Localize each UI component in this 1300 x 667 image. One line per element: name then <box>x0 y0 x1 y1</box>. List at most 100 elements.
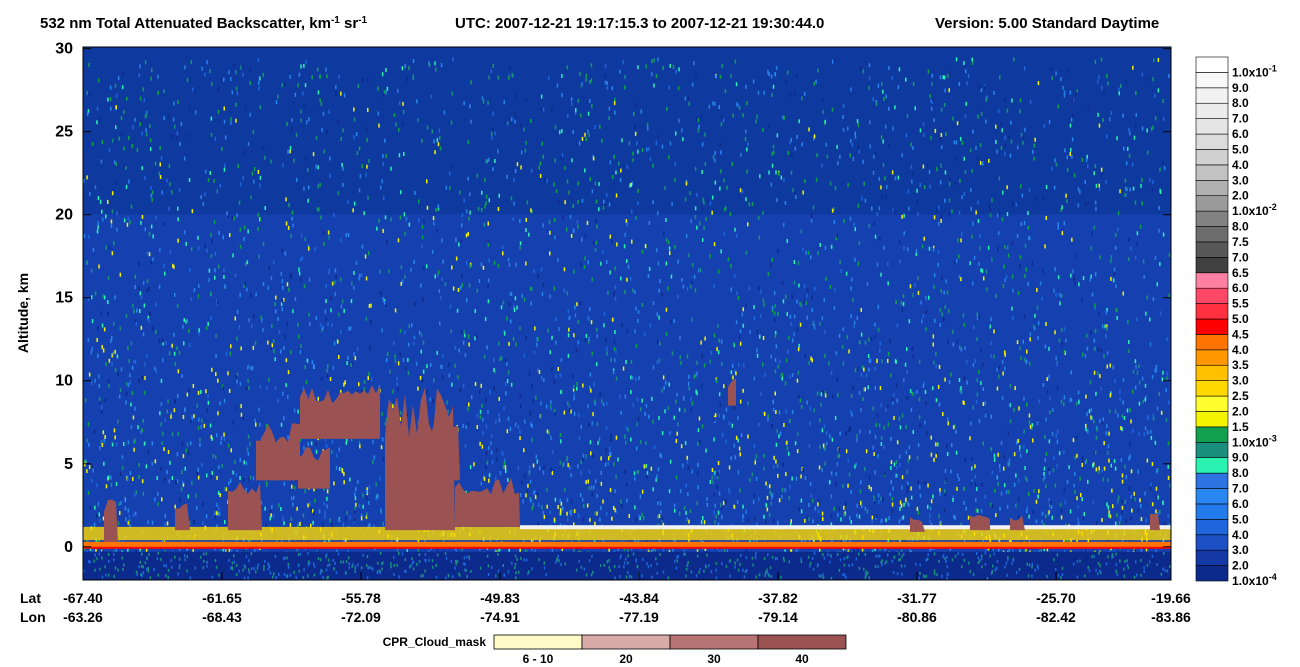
speckle <box>366 496 368 501</box>
speckle <box>384 421 387 426</box>
speckle <box>1148 77 1150 82</box>
speckle <box>207 394 209 399</box>
speckle <box>539 161 542 166</box>
speckle <box>1158 205 1160 210</box>
speckle <box>905 77 907 82</box>
speckle <box>606 260 608 264</box>
speckle <box>1045 514 1047 519</box>
speckle <box>659 341 661 346</box>
speckle <box>850 393 853 398</box>
speckle <box>123 442 125 446</box>
speckle <box>901 475 904 480</box>
speckle <box>429 397 431 402</box>
speckle <box>524 148 527 153</box>
speckle <box>598 437 601 442</box>
speckle <box>367 195 369 200</box>
speckle <box>819 243 821 247</box>
speckle <box>543 378 545 383</box>
speckle <box>907 189 910 194</box>
speckle <box>615 435 618 440</box>
speckle <box>338 312 340 317</box>
speckle <box>165 341 167 345</box>
speckle <box>397 361 400 366</box>
speckle <box>490 450 493 455</box>
speckle <box>1155 469 1158 474</box>
speckle <box>218 511 221 516</box>
speckle <box>551 367 553 371</box>
speckle <box>652 365 655 370</box>
speckle <box>1016 340 1019 345</box>
speckle <box>1134 547 1136 552</box>
speckle <box>905 425 907 429</box>
speckle <box>930 499 933 504</box>
speckle <box>835 351 838 356</box>
speckle <box>196 506 198 511</box>
speckle <box>536 337 538 342</box>
speckle <box>581 497 584 502</box>
speckle <box>569 214 572 219</box>
speckle <box>1011 241 1014 246</box>
speckle <box>1094 59 1097 64</box>
speckle <box>292 223 294 228</box>
speckle <box>508 341 510 346</box>
speckle <box>847 549 849 554</box>
speckle <box>367 78 369 83</box>
speckle <box>551 548 554 553</box>
speckle <box>413 259 415 264</box>
speckle <box>725 439 727 444</box>
speckle <box>487 284 489 288</box>
speckle <box>121 132 123 137</box>
speckle <box>1056 439 1059 444</box>
speckle <box>493 260 496 265</box>
speckle <box>1144 426 1147 431</box>
speckle <box>196 403 198 408</box>
title-segment: -1 <box>331 15 340 26</box>
speckle <box>754 460 756 465</box>
speckle <box>204 72 206 77</box>
speckle <box>786 238 788 243</box>
speckle <box>758 235 760 240</box>
speckle <box>954 424 956 429</box>
speckle <box>935 442 937 447</box>
speckle <box>958 477 960 481</box>
speckle <box>434 61 436 66</box>
speckle <box>408 324 410 329</box>
speckle <box>483 354 486 359</box>
speckle <box>442 259 444 264</box>
speckle <box>784 549 786 554</box>
speckle <box>738 446 741 451</box>
speckle <box>874 151 877 156</box>
speckle <box>451 91 453 96</box>
speckle <box>752 79 755 84</box>
speckle <box>354 496 357 501</box>
speckle <box>440 63 443 68</box>
speckle <box>964 458 967 463</box>
speckle <box>754 458 757 463</box>
speckle <box>537 274 539 279</box>
speckle <box>1138 364 1140 369</box>
speckle <box>767 417 769 422</box>
speckle <box>953 140 956 145</box>
speckle <box>566 227 568 232</box>
speckle <box>1125 193 1127 197</box>
speckle <box>1051 431 1054 436</box>
speckle <box>589 177 591 182</box>
speckle <box>581 136 584 141</box>
speckle <box>744 137 747 141</box>
speckle <box>259 217 262 222</box>
speckle <box>321 128 323 133</box>
speckle <box>1077 504 1079 509</box>
speckle <box>494 369 496 374</box>
speckle <box>444 282 447 287</box>
speckle <box>224 163 226 168</box>
speckle <box>733 406 736 410</box>
speckle <box>119 388 122 393</box>
speckle <box>635 377 637 382</box>
speckle <box>812 498 814 503</box>
speckle <box>1154 116 1157 121</box>
speckle <box>335 549 338 554</box>
speckle <box>1132 369 1135 374</box>
speckle <box>98 512 100 517</box>
speckle <box>788 336 790 341</box>
speckle <box>468 342 470 347</box>
